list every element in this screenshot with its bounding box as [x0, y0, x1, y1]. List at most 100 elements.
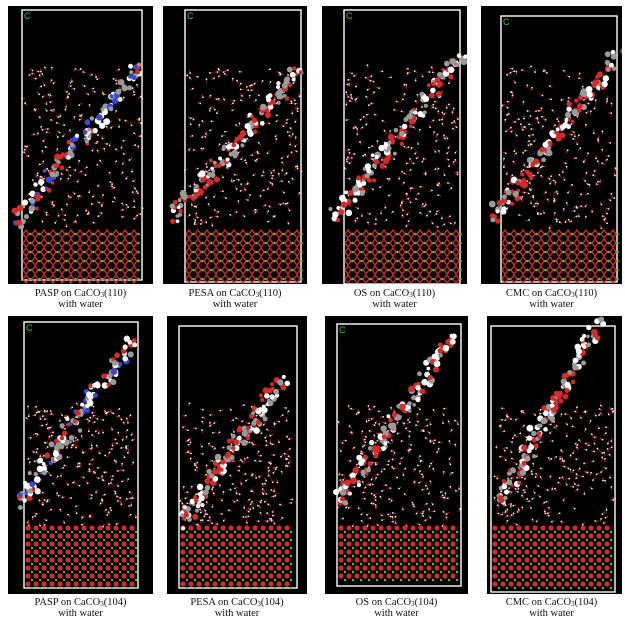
caption-line2: with water	[215, 608, 260, 619]
carbonate-unit	[417, 239, 423, 247]
polymer-atom	[448, 74, 453, 79]
water-hydrogen	[66, 225, 68, 227]
carbonate-unit	[511, 239, 517, 247]
water-hydrogen	[510, 72, 512, 74]
carbonate-unit	[390, 266, 396, 274]
water-hydrogen	[229, 214, 231, 216]
water-hydrogen	[553, 179, 555, 181]
water-hydrogen	[216, 112, 218, 114]
water-hydrogen	[268, 470, 270, 472]
carbonate-oxygen	[41, 533, 46, 538]
water-hydrogen	[540, 213, 542, 215]
carbonate-unit	[59, 257, 65, 265]
calcium-atom	[226, 587, 228, 589]
water-hydrogen	[118, 126, 120, 128]
water-hydrogen	[270, 81, 272, 83]
carbonate-oxygen	[73, 533, 78, 538]
water-hydrogen	[62, 467, 64, 469]
water-hydrogen	[377, 524, 379, 526]
water-hydrogen	[432, 71, 434, 73]
calcium-atom	[55, 555, 57, 557]
polymer-atom	[413, 110, 417, 114]
water-hydrogen	[349, 162, 351, 164]
water-hydrogen	[238, 470, 240, 472]
water-hydrogen	[115, 110, 117, 112]
carbonate-unit	[408, 266, 414, 274]
water-hydrogen	[594, 170, 596, 172]
water-hydrogen	[268, 206, 270, 208]
water-hydrogen	[393, 109, 395, 111]
carbonate-unit	[41, 239, 47, 247]
carbonate-oxygen	[25, 557, 30, 562]
water-hydrogen	[184, 169, 186, 171]
water-hydrogen	[285, 407, 287, 409]
water-hydrogen	[251, 154, 253, 156]
water-hydrogen	[28, 155, 30, 157]
water-hydrogen	[188, 444, 190, 446]
water-hydrogen	[513, 70, 515, 72]
calcium-atom	[127, 547, 129, 549]
water-hydrogen	[353, 447, 355, 449]
water-hydrogen	[136, 215, 138, 217]
water-hydrogen	[291, 151, 293, 153]
water-hydrogen	[46, 424, 48, 426]
calcium-atom	[47, 539, 49, 541]
water-hydrogen	[75, 437, 77, 439]
carbonate-oxygen	[121, 581, 126, 586]
water-hydrogen	[109, 172, 111, 174]
water-hydrogen	[367, 64, 369, 66]
calcium-atom	[111, 587, 113, 589]
polymer-atom	[54, 163, 60, 169]
water-hydrogen	[133, 201, 135, 203]
water-hydrogen	[119, 497, 121, 499]
water-hydrogen	[130, 497, 132, 499]
water-hydrogen	[187, 491, 189, 493]
carbonate-oxygen	[89, 533, 94, 538]
water-hydrogen	[367, 222, 369, 224]
carbonate-oxygen	[276, 533, 281, 538]
water-hydrogen	[51, 67, 53, 69]
water-hydrogen	[102, 500, 104, 502]
water-hydrogen	[123, 422, 125, 424]
water-hydrogen	[533, 206, 535, 208]
polymer-atom	[566, 106, 571, 111]
polymer-atom	[198, 492, 203, 497]
water-hydrogen	[532, 134, 534, 136]
carbonate-unit	[195, 239, 201, 247]
water-hydrogen	[126, 417, 128, 419]
water-hydrogen	[269, 518, 271, 520]
polymer-atom	[356, 175, 361, 180]
water-hydrogen	[264, 437, 266, 439]
water-hydrogen	[528, 193, 530, 195]
carbonate-unit	[276, 257, 282, 265]
polymer-atom	[34, 472, 38, 476]
water-hydrogen	[203, 148, 205, 150]
calcium-atom	[119, 579, 121, 581]
water-hydrogen	[185, 415, 187, 417]
polymer-atom	[28, 471, 32, 475]
calcium-atom	[119, 587, 121, 589]
carbonate-unit	[285, 230, 291, 238]
polymer-atom	[42, 462, 46, 466]
carbonate-oxygen	[268, 565, 273, 570]
water-hydrogen	[278, 173, 280, 175]
calcium-atom	[186, 539, 188, 541]
carbonate-oxygen	[33, 565, 38, 570]
carbonate-oxygen	[276, 573, 281, 578]
carbonate-unit	[520, 266, 526, 274]
water-hydrogen	[433, 119, 435, 121]
calcium-atom	[55, 571, 57, 573]
water-hydrogen	[212, 446, 214, 448]
calcium-atom	[234, 547, 236, 549]
carbonate-unit	[547, 248, 553, 256]
water-hydrogen	[373, 91, 375, 93]
calcium-atom	[194, 547, 196, 549]
calcium-atom	[258, 531, 260, 533]
carbonate-oxygen	[260, 565, 265, 570]
water-hydrogen	[429, 480, 431, 482]
carbonate-oxygen	[25, 525, 30, 530]
water-hydrogen	[34, 515, 36, 517]
carbonate-unit	[131, 266, 137, 274]
water-hydrogen	[341, 474, 343, 476]
water-hydrogen	[441, 217, 443, 219]
